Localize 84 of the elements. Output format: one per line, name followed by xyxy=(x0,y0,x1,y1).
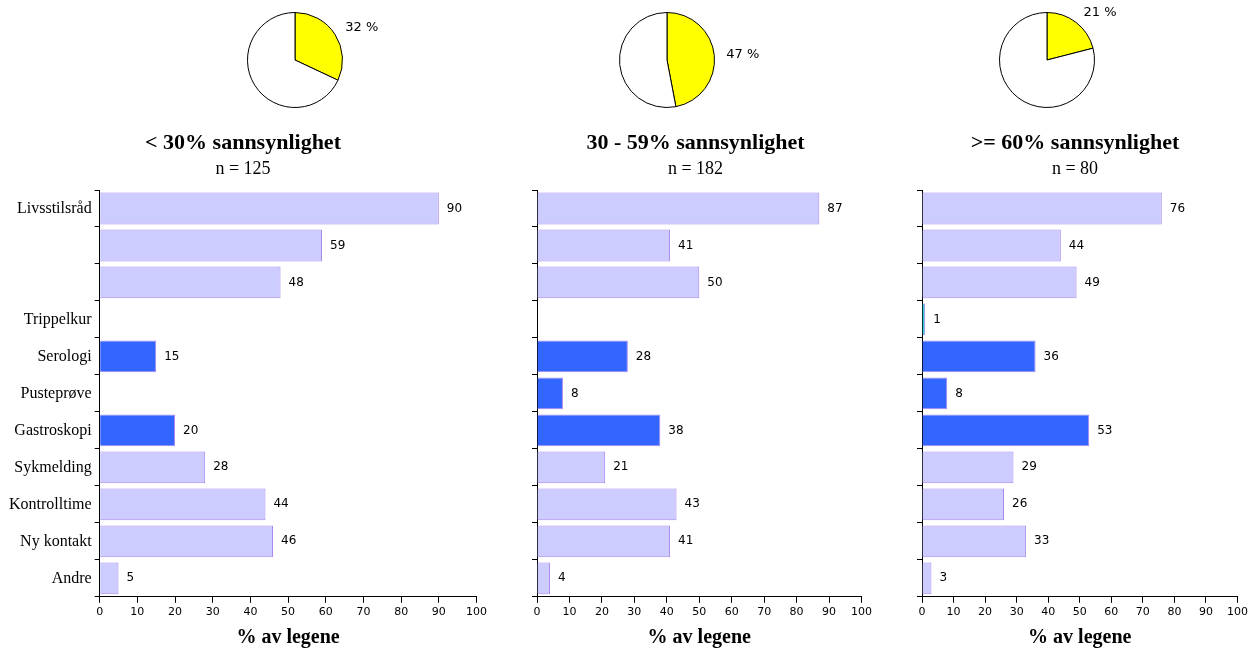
x-tick-label: 70 xyxy=(1135,605,1150,619)
x-tick-label: 20 xyxy=(168,605,183,619)
x-axis-title: % av legene xyxy=(1028,625,1132,649)
data-label: 43 xyxy=(684,496,700,511)
x-tick-label: 0 xyxy=(918,605,926,619)
data-label: 8 xyxy=(570,385,579,400)
data-label: 76 xyxy=(1169,200,1186,215)
x-tick-label: 50 xyxy=(692,605,707,619)
data-label: 21 % xyxy=(1083,4,1117,20)
data-label: 44 xyxy=(273,496,289,511)
x-tick-label: 100 xyxy=(851,605,872,619)
x-tick-label: 100 xyxy=(466,605,487,619)
data-label: 50 xyxy=(707,274,723,289)
y-tick-label: Serologi xyxy=(37,346,93,365)
x-tick-label: 60 xyxy=(1104,605,1119,619)
x-tick-label: 30 xyxy=(627,605,642,619)
y-tick-label: Ny kontakt xyxy=(20,531,93,550)
x-tick-label: 10 xyxy=(130,605,145,619)
chart-subtitle: n = 125 xyxy=(215,157,271,178)
data-label: 26 xyxy=(1012,496,1028,511)
chart-title: >= 60% sannsynlighet xyxy=(970,128,1180,154)
data-label: 41 xyxy=(678,533,694,548)
data-label: 90 xyxy=(446,200,463,215)
y-tick-label: Gastroskopi xyxy=(14,420,93,439)
x-tick-label: 60 xyxy=(318,605,333,619)
data-label: 47 % xyxy=(726,45,760,61)
data-label: 5 xyxy=(126,570,135,585)
data-label: 46 xyxy=(281,533,297,548)
chart-title: 30 - 59% sannsynlighet xyxy=(586,128,806,154)
data-label: 53 xyxy=(1097,422,1113,437)
data-label: 3 xyxy=(939,570,948,585)
data-label: 41 xyxy=(678,237,694,252)
x-tick-label: 20 xyxy=(978,605,993,619)
x-tick-label: 40 xyxy=(659,605,674,619)
x-tick-label: 90 xyxy=(431,605,446,619)
data-label: 28 xyxy=(213,459,229,474)
data-label: 15 xyxy=(164,348,180,363)
data-label: 28 xyxy=(635,348,652,363)
x-tick-label: 100 xyxy=(1227,605,1248,619)
data-label: 21 xyxy=(613,459,629,474)
data-label: 1 xyxy=(933,311,941,326)
x-tick-label: 10 xyxy=(946,605,961,619)
x-tick-label: 50 xyxy=(281,605,296,619)
y-tick-label: Kontrolltime xyxy=(9,494,92,512)
data-label: 48 xyxy=(288,274,304,289)
data-label: 59 xyxy=(330,237,346,252)
data-label: 33 xyxy=(1034,533,1050,548)
data-label: 36 xyxy=(1043,348,1059,363)
x-tick-label: 80 xyxy=(394,605,409,619)
x-tick-label: 60 xyxy=(724,605,739,619)
data-label: 29 xyxy=(1021,459,1037,474)
chart-title: < 30% sannsynlighet xyxy=(145,128,342,154)
y-tick-label: Andre xyxy=(51,568,92,586)
data-label: 38 xyxy=(668,422,684,437)
y-tick-label: Pusteprøve xyxy=(20,383,92,402)
data-label: 20 xyxy=(183,422,199,437)
y-tick-label: Sykmelding xyxy=(14,457,92,476)
data-label: 8 xyxy=(955,385,963,400)
x-tick-label: 30 xyxy=(1009,605,1024,619)
x-tick-label: 0 xyxy=(96,605,104,619)
data-label: 32 % xyxy=(345,19,379,35)
x-tick-label: 80 xyxy=(1167,605,1182,619)
y-tick-label: Trippelkur xyxy=(23,309,93,328)
x-tick-label: 90 xyxy=(1198,605,1213,619)
data-label: 4 xyxy=(557,570,566,585)
x-axis-title: % av legene xyxy=(647,625,752,649)
x-tick-label: 40 xyxy=(1041,605,1056,619)
x-tick-label: 10 xyxy=(562,605,577,619)
data-label: 49 xyxy=(1084,274,1100,289)
x-tick-label: 90 xyxy=(822,605,837,619)
x-tick-label: 20 xyxy=(594,605,609,619)
data-label: 87 xyxy=(827,200,843,215)
x-tick-label: 80 xyxy=(789,605,804,619)
chart-subtitle: n = 80 xyxy=(1051,157,1099,178)
y-tick-label: Livsstilsråd xyxy=(16,198,92,216)
x-tick-label: 30 xyxy=(205,605,220,619)
x-tick-label: 70 xyxy=(356,605,371,619)
data-label: 44 xyxy=(1068,237,1085,252)
x-axis-title: % av legene xyxy=(236,625,340,649)
chart-subtitle: n = 182 xyxy=(667,157,724,178)
x-tick-label: 0 xyxy=(533,605,541,619)
x-tick-label: 50 xyxy=(1072,605,1087,619)
x-tick-label: 70 xyxy=(757,605,772,619)
x-tick-label: 40 xyxy=(243,605,258,619)
